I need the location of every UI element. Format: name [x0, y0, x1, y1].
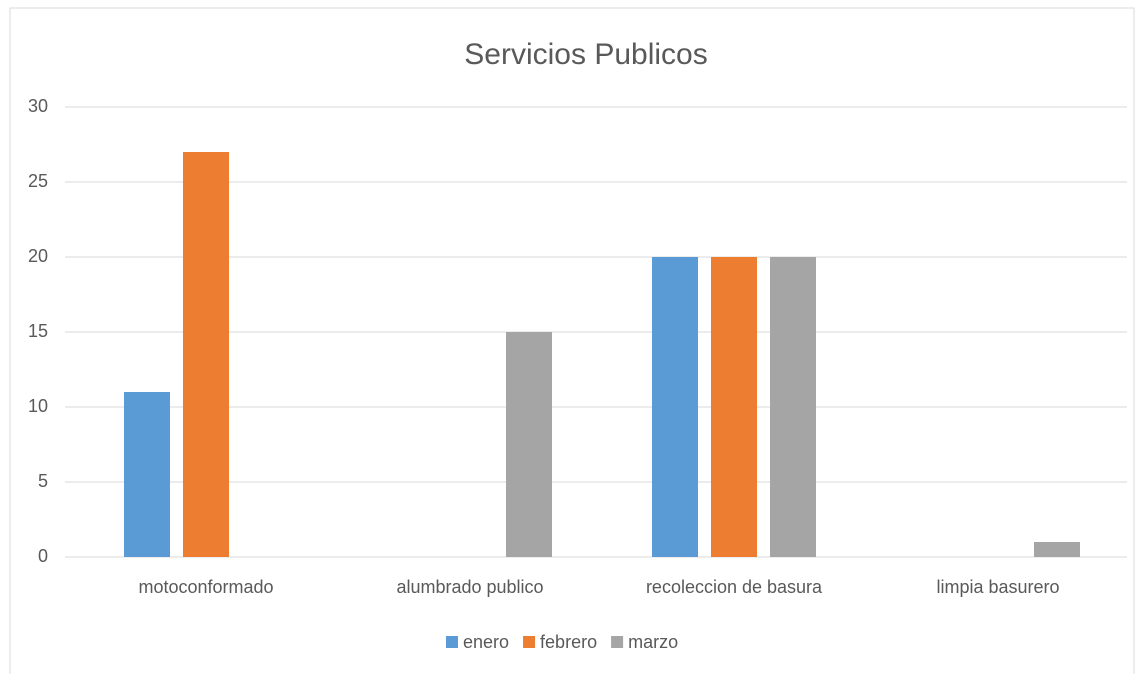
bar [770, 257, 816, 557]
legend-label: enero [463, 632, 509, 652]
y-tick-label: 20 [28, 246, 48, 266]
legend-label: febrero [540, 632, 597, 652]
bar [1034, 542, 1080, 557]
bar [124, 392, 170, 557]
legend-swatch [611, 636, 624, 648]
y-tick-label: 5 [38, 471, 48, 491]
bar [506, 332, 552, 557]
chart-title: Servicios Publicos [464, 38, 707, 71]
y-tick-label: 25 [28, 171, 48, 191]
bar [652, 257, 698, 557]
x-tick-label: recoleccion de basura [646, 577, 823, 597]
bar [183, 152, 229, 557]
y-tick-label: 30 [28, 96, 48, 116]
y-tick-label: 10 [28, 396, 48, 416]
legend-label: marzo [628, 632, 678, 652]
y-tick-label: 15 [28, 321, 48, 341]
chart-frame [9, 7, 1135, 674]
legend-swatch [446, 636, 458, 648]
x-tick-label: limpia basurero [936, 577, 1059, 597]
legend-swatch [523, 636, 536, 648]
x-tick-label: motoconformado [138, 577, 273, 597]
x-tick-label: alumbrado publico [396, 577, 543, 597]
bar [711, 257, 757, 557]
y-tick-label: 0 [38, 546, 48, 566]
